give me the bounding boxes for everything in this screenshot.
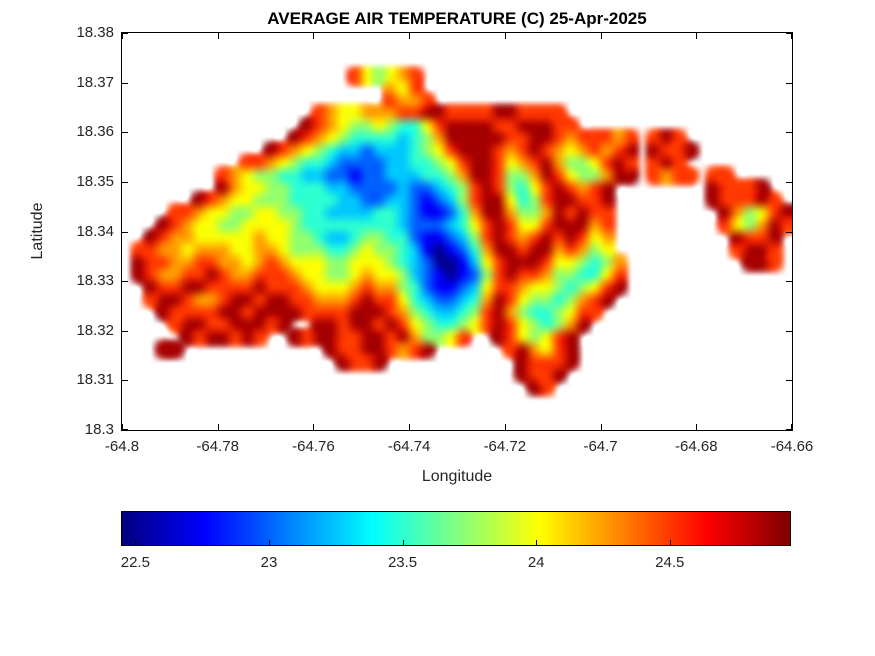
colorbar-tick-mark [135,540,136,545]
colorbar-tick-label: 24.5 [655,554,685,571]
axis-tick-mark [786,33,792,34]
axis-tick-mark [409,33,410,39]
colorbar-tick-label: 24 [527,554,545,571]
axis-tick-mark [122,132,128,133]
colorbar-tick-mark [403,540,404,545]
heatmap-canvas [122,33,792,430]
chart-title: AVERAGE AIR TEMPERATURE (C) 25-Apr-2025 [267,9,647,28]
axis-tick-mark [218,424,219,430]
colorbar-tick-label: 22.5 [120,554,150,571]
axis-tick-mark [696,33,697,39]
axis-tick-mark [786,232,792,233]
colorbar-tick-mark [269,540,270,545]
x-tick-label: -64.72 [483,438,527,455]
y-tick-label: 18.34 [76,222,114,240]
axis-tick-mark [122,429,128,430]
y-tick-label: 18.37 [76,73,114,91]
y-tick-label: 18.38 [76,24,114,41]
plot-area [121,32,793,431]
colorbar-tick-label: 23 [260,554,278,571]
axis-tick-mark [786,429,792,430]
colorbar [121,511,791,546]
axis-tick-mark [505,33,506,39]
axis-tick-mark [696,424,697,430]
x-tick-label: -64.66 [770,438,814,455]
axis-tick-mark [791,424,792,430]
axis-tick-mark [122,281,128,282]
axis-tick-mark [218,33,219,39]
axis-tick-mark [786,380,792,381]
axis-tick-mark [122,182,128,183]
y-tick-label: 18.35 [76,172,114,190]
colorbar-tick-label: 23.5 [387,554,418,571]
colorbar-tick-mark [670,540,671,545]
x-tick-label: -64.68 [675,438,718,455]
y-tick-label: 18.31 [76,371,114,389]
axis-tick-mark [122,380,128,381]
axis-tick-mark [786,132,792,133]
colorbar-tick-mark [536,540,537,545]
axis-tick-mark [505,424,506,430]
y-tick-label: 18.36 [76,123,114,141]
axis-tick-mark [786,182,792,183]
axis-tick-mark [122,232,128,233]
axis-tick-mark [122,83,128,84]
x-tick-label: -64.74 [387,438,431,455]
axis-tick-mark [313,424,314,430]
axis-tick-mark [786,83,792,84]
y-tick-label: 18.3 [84,421,114,438]
y-axis-label: Latitude [29,202,46,260]
x-tick-label: -64.76 [292,438,335,455]
axis-tick-mark [409,424,410,430]
axis-tick-mark [791,33,792,39]
axis-tick-mark [122,33,128,34]
y-tick-label: 18.32 [76,321,114,339]
x-tick-label: -64.78 [196,438,239,455]
axis-tick-mark [313,33,314,39]
axis-tick-mark [122,331,128,332]
x-tick-label: -64.7 [583,438,618,455]
axis-tick-mark [122,33,123,39]
axis-tick-mark [122,424,123,430]
x-tick-label: -64.8 [104,438,140,455]
axis-tick-mark [786,331,792,332]
axis-tick-mark [786,281,792,282]
x-axis-label: Longitude [421,468,493,485]
axis-tick-mark [601,424,602,430]
axis-tick-mark [601,33,602,39]
y-tick-label: 18.33 [76,272,114,290]
